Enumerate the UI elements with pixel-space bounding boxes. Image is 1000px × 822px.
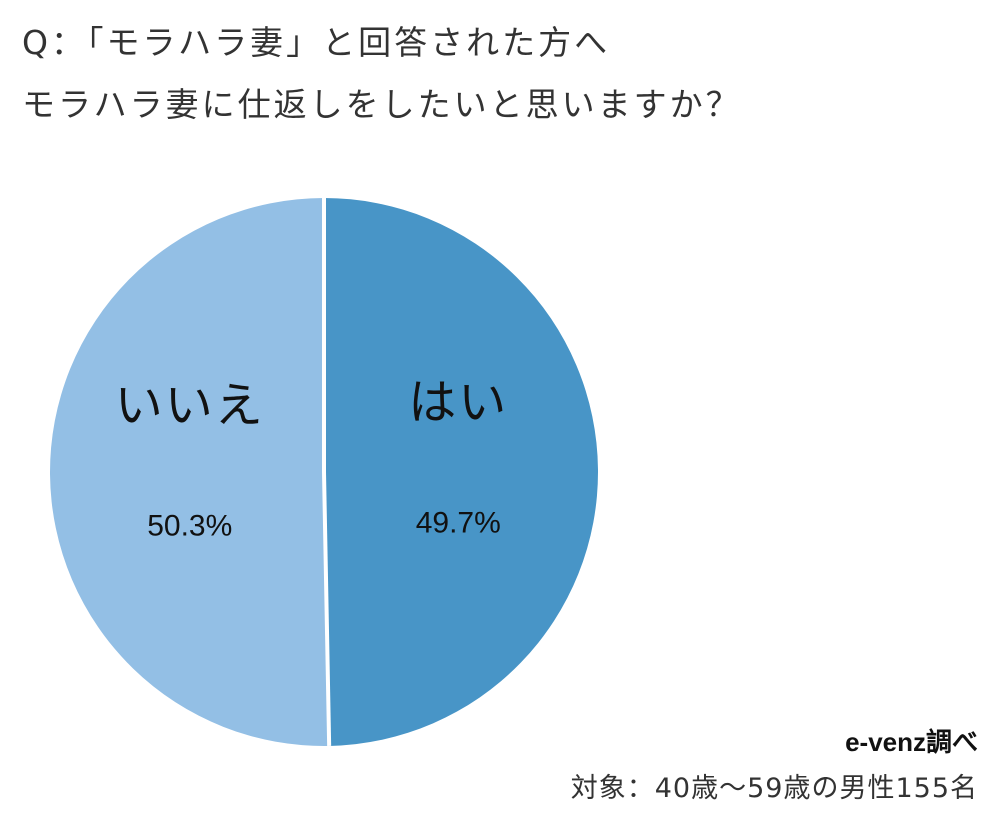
source-note: e-venz調べ (845, 727, 978, 757)
chart-title: Q：「モラハラ妻」と回答された方へ モラハラ妻に仕返しをしたいと思いますか？ (22, 12, 982, 136)
slice-value-1: 49.7% (416, 507, 501, 540)
pie-slice-2 (50, 198, 330, 746)
chart-title-line-1: Q：「モラハラ妻」と回答された方へ (22, 23, 611, 62)
slice-label-1: はい (408, 375, 508, 431)
slice-value-2: 50.3% (147, 509, 232, 542)
pie-slice-1 (324, 198, 599, 746)
chart-title-line-2: モラハラ妻に仕返しをしたいと思いますか？ (22, 85, 742, 124)
slice-separator-2 (322, 471, 332, 746)
sample-note: 対象：40歳〜59歳の男性155名 (570, 773, 978, 804)
slice-label-2: いいえ (115, 377, 265, 433)
